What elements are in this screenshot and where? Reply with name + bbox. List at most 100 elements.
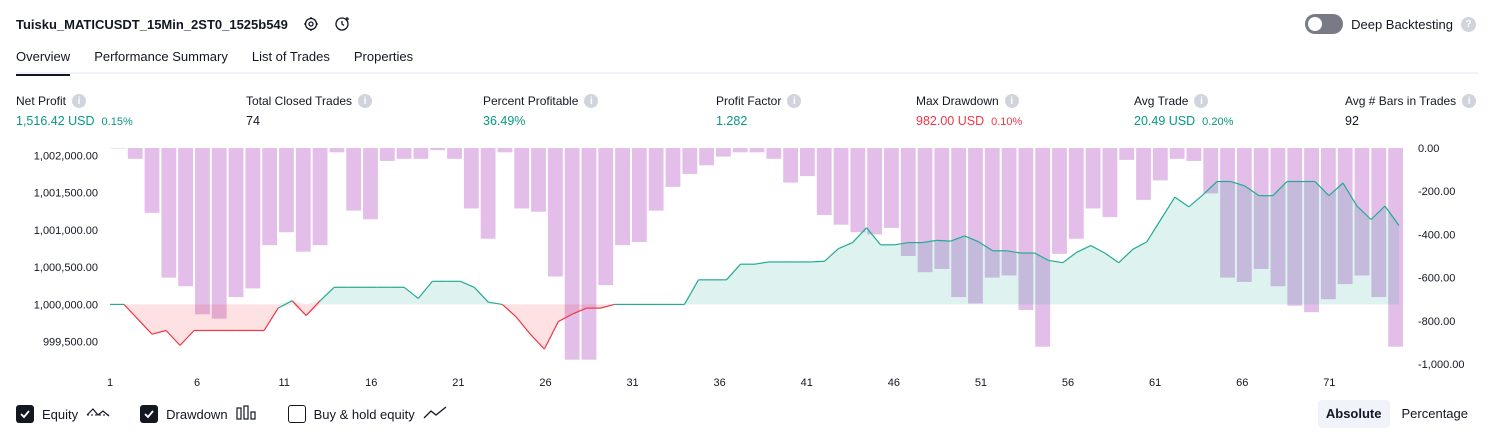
- drawdown-bar: [1186, 148, 1202, 161]
- x-axis-tick: 51: [975, 377, 987, 389]
- drawdown-bar: [127, 148, 143, 159]
- metric-value: 20.49 USD: [1134, 114, 1196, 128]
- equity-line-segment: [683, 279, 699, 305]
- info-icon[interactable]: i: [1004, 94, 1019, 108]
- left-axis-tick: 1,001,500.00: [34, 188, 98, 200]
- tab-performance-summary[interactable]: Performance Summary: [94, 49, 228, 64]
- equity-line-segment: [515, 316, 531, 335]
- metric-value: 36.49%: [483, 114, 526, 128]
- x-axis-tick: 66: [1236, 377, 1248, 389]
- drawdown-bar: [1169, 148, 1185, 159]
- equity-line-segment: [838, 242, 853, 250]
- metric-net-profit: Net Profit i 1,516.42 USD 0.15%: [16, 94, 133, 128]
- drawdown-bar: [1018, 148, 1034, 310]
- equity-line-segment: [1314, 181, 1330, 197]
- equity-line-segment: [277, 300, 293, 309]
- tab-overview[interactable]: Overview: [16, 44, 71, 76]
- drawdown-bar: [279, 148, 294, 233]
- clock-plus-icon[interactable]: [334, 15, 352, 33]
- info-icon[interactable]: i: [358, 94, 373, 108]
- equity-line-segment: [754, 261, 769, 265]
- metric-label: Net Profit: [16, 94, 67, 108]
- right-axis-tick: -600.00: [1418, 273, 1455, 285]
- legend-label: Drawdown: [166, 406, 228, 422]
- drawdown-bar: [463, 148, 479, 209]
- question-icon[interactable]: ?: [1461, 16, 1476, 32]
- drawdown-bar: [514, 148, 530, 209]
- drawdown-bar: [900, 148, 916, 256]
- equity-line-segment: [950, 235, 965, 242]
- drawdown-bar: [144, 148, 160, 213]
- tab-bar: Overview Performance Summary List of Tra…: [16, 44, 1478, 76]
- drawdown-bar: [800, 148, 815, 177]
- drawdown-bar: [1068, 148, 1084, 239]
- info-icon[interactable]: i: [1462, 94, 1477, 108]
- right-axis-tick: 0.00: [1418, 143, 1439, 155]
- drawdown-bar: [1287, 148, 1303, 306]
- x-axis-tick: 1: [107, 377, 113, 389]
- drawdown-bar: [1337, 148, 1353, 285]
- equity-line-segment: [305, 300, 321, 316]
- drawdown-bar: [1371, 148, 1387, 298]
- legend-equity[interactable]: Equity: [16, 405, 110, 424]
- drawdown-bar: [1320, 148, 1336, 300]
- gear-icon[interactable]: [302, 15, 320, 33]
- drawdown-bar: [1220, 148, 1235, 278]
- legend-buy-hold[interactable]: Buy & hold equity: [287, 405, 447, 424]
- equity-line-segment: [417, 280, 433, 299]
- drawdown-bar: [211, 148, 227, 319]
- metric-avg-bars-in-trades: Avg # Bars in Trades i 92: [1345, 94, 1477, 128]
- equity-line-segment: [488, 301, 503, 306]
- equity-line-segment: [1370, 205, 1386, 220]
- absolute-button[interactable]: Absolute: [1317, 400, 1390, 428]
- x-axis-tick: 41: [801, 377, 813, 389]
- equity-line-segment: [1272, 181, 1288, 197]
- tab-properties[interactable]: Properties: [353, 49, 414, 64]
- drawdown-bar: [648, 148, 664, 211]
- buy-hold-checkbox[interactable]: [287, 405, 306, 423]
- metric-total-closed-trades: Total Closed Trades i 74: [246, 94, 373, 128]
- x-axis-tick: 71: [1323, 377, 1335, 389]
- drawdown-bar: [816, 148, 832, 215]
- drawdown-bar: [1085, 148, 1101, 209]
- info-icon[interactable]: i: [1194, 94, 1209, 108]
- drawdown-bar: [749, 148, 765, 153]
- percentage-button[interactable]: Percentage: [1401, 406, 1469, 421]
- left-axis-tick: 1,001,000.00: [34, 225, 98, 237]
- tab-list-of-trades[interactable]: List of Trades: [251, 49, 330, 64]
- drawdown-checkbox[interactable]: [140, 405, 159, 423]
- equity-line-segment: [852, 227, 868, 244]
- x-axis-tick: 16: [365, 377, 377, 389]
- equity-checkbox[interactable]: [16, 405, 34, 423]
- info-icon[interactable]: i: [584, 94, 599, 108]
- equity-line-segment: [866, 227, 882, 246]
- right-axis-tick: -200.00: [1418, 186, 1455, 198]
- info-icon[interactable]: i: [72, 94, 87, 108]
- metric-value: 92: [1345, 114, 1359, 128]
- equity-line-segment: [1342, 182, 1358, 207]
- equity-line-segment: [529, 333, 545, 350]
- metrics-bar: Net Profit i 1,516.42 USD 0.15% Total Clos…: [0, 94, 1494, 134]
- drawdown-bar: [228, 148, 244, 298]
- drawdown-bar: [598, 148, 614, 286]
- metric-percent: 0.15%: [101, 116, 133, 128]
- x-axis-tick: 46: [888, 377, 900, 389]
- drawdown-bar: [396, 148, 412, 159]
- equity-line-segment: [1048, 259, 1063, 264]
- drawdown-bar: [178, 148, 194, 287]
- legend-drawdown[interactable]: Drawdown: [140, 404, 257, 424]
- left-axis-tick: 999,500.00: [43, 337, 98, 349]
- drawdown-bar: [531, 148, 546, 212]
- metric-label: Total Closed Trades: [246, 94, 353, 108]
- right-axis-tick: -800.00: [1418, 316, 1455, 328]
- info-icon[interactable]: i: [787, 94, 802, 108]
- equity-drawdown-chart[interactable]: 1,002,000.00 1,001,500.00 1,001,000.00 1,00…: [0, 140, 1494, 398]
- drawdown-bar: [1052, 148, 1067, 254]
- x-axis-tick: 6: [194, 377, 200, 389]
- drawdown-bar: [1388, 148, 1403, 347]
- equity-line-segment: [558, 313, 573, 323]
- deep-backtesting-toggle[interactable]: [1305, 14, 1344, 34]
- equity-line-segment: [1188, 194, 1204, 208]
- metric-label: Max Drawdown: [916, 94, 999, 108]
- drawdown-bar: [1304, 148, 1319, 313]
